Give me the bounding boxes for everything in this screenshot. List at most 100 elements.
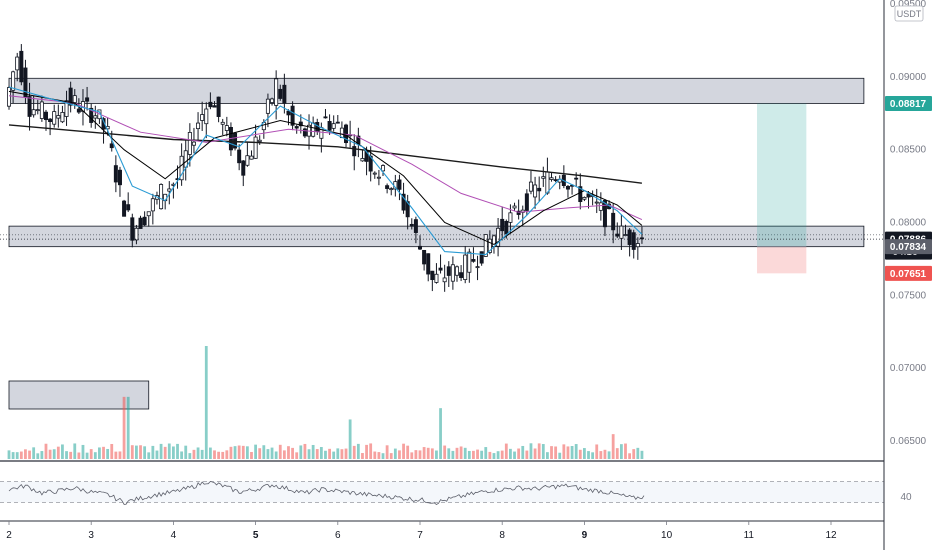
volume-bar [118, 451, 122, 459]
candle-down [138, 217, 143, 229]
volume-bar [443, 445, 447, 459]
candle-down [315, 122, 320, 132]
time-axis[interactable]: 2 3 4 5 6 7 8 9 10 11 12 [6, 521, 837, 541]
volume-bar [410, 452, 414, 459]
volume-bar [628, 453, 632, 459]
volume-bar [344, 448, 348, 459]
candle-down [504, 220, 509, 235]
candle-up [72, 95, 77, 103]
candle-up [270, 98, 275, 103]
price-axis[interactable]: 0.09500 0.09000 0.08500 0.08000 0.07500 0.070… [890, 0, 927, 447]
volume-bar [89, 449, 93, 459]
candle-down [627, 229, 632, 245]
candle-up [381, 165, 386, 172]
volume-bar [447, 448, 451, 459]
long-position-tool[interactable] [757, 103, 807, 274]
volume-bar [422, 447, 426, 459]
candle-down [43, 111, 48, 121]
volume-bar [28, 450, 31, 459]
volume-bar [414, 450, 418, 459]
volume-bar [295, 452, 299, 459]
zone-0 [8, 77, 865, 104]
volume-bar [562, 444, 566, 459]
volume-bar [110, 443, 114, 459]
candle-down [302, 128, 307, 137]
candle-down [89, 107, 94, 123]
price-label-target [885, 95, 932, 111]
candle-up [372, 172, 377, 175]
candle-down [401, 193, 406, 211]
candle-down [126, 204, 131, 211]
volume-bar [307, 449, 311, 459]
candle-up [376, 176, 381, 179]
volume-bar [578, 449, 582, 459]
volume-bar [48, 449, 52, 459]
volume-bar [484, 447, 488, 459]
candle-up [146, 211, 151, 217]
volume-bar [426, 447, 430, 459]
volume-bar [114, 451, 118, 459]
candle-down [23, 67, 28, 98]
volume-bar [122, 396, 126, 459]
volume-bar [106, 448, 110, 459]
candle-down [237, 149, 242, 164]
price-tick-label: 0.09000 [890, 72, 927, 83]
candle-down [586, 193, 591, 198]
volume-bar [607, 451, 611, 459]
volume-bar [624, 443, 627, 459]
price-tick-label: 0.09500 [890, 0, 927, 10]
volume-bar [541, 444, 545, 459]
volume-bar [254, 444, 257, 459]
volume-bar [435, 450, 438, 459]
volume-bar [250, 451, 253, 459]
candle-down [241, 160, 246, 176]
volume-bar [311, 444, 315, 459]
candle-down [282, 84, 287, 104]
candle-up [450, 264, 455, 282]
candle-down [602, 200, 607, 228]
candle-up [545, 171, 550, 194]
candle-up [512, 205, 517, 209]
volume-bar [208, 447, 212, 459]
time-tick-label: 10 [661, 530, 673, 541]
candle-up [31, 109, 36, 116]
candle-up [483, 234, 488, 257]
volume-bar [44, 443, 48, 459]
volume-bar [336, 448, 340, 459]
volume-bar [7, 450, 11, 459]
candle-down [459, 272, 464, 278]
candle-down [212, 105, 217, 108]
candle-down [113, 165, 118, 183]
candle-down [438, 267, 443, 271]
volume-bar [40, 451, 44, 459]
volume-bar [324, 450, 327, 459]
volume-bar [245, 446, 249, 459]
volume-bar [319, 447, 323, 459]
volume-bar [398, 450, 401, 459]
volume-bar [463, 447, 467, 459]
price-label-entry [885, 239, 932, 255]
volume-bar [377, 452, 381, 459]
volume-bar [15, 452, 19, 459]
price-tick-label: 0.08000 [890, 218, 927, 229]
volume-bar [459, 446, 463, 459]
candle-up [15, 56, 20, 71]
volume-bar [200, 449, 204, 459]
volume-bar [135, 445, 138, 459]
candle-down [409, 223, 414, 227]
time-tick-label: 11 [744, 530, 755, 541]
volume-bar [52, 449, 56, 459]
candle-up [249, 155, 254, 160]
volume-bar [591, 452, 595, 459]
candle-down [85, 97, 90, 102]
volume-bar [488, 451, 492, 459]
volume-bar [455, 447, 459, 459]
candle-down [578, 186, 583, 203]
candle-down [48, 118, 53, 123]
volume-bar [583, 448, 586, 459]
candle-up [434, 273, 439, 283]
volume-bar [636, 447, 640, 459]
volume-bar [221, 451, 225, 459]
volume-bar [11, 452, 15, 459]
